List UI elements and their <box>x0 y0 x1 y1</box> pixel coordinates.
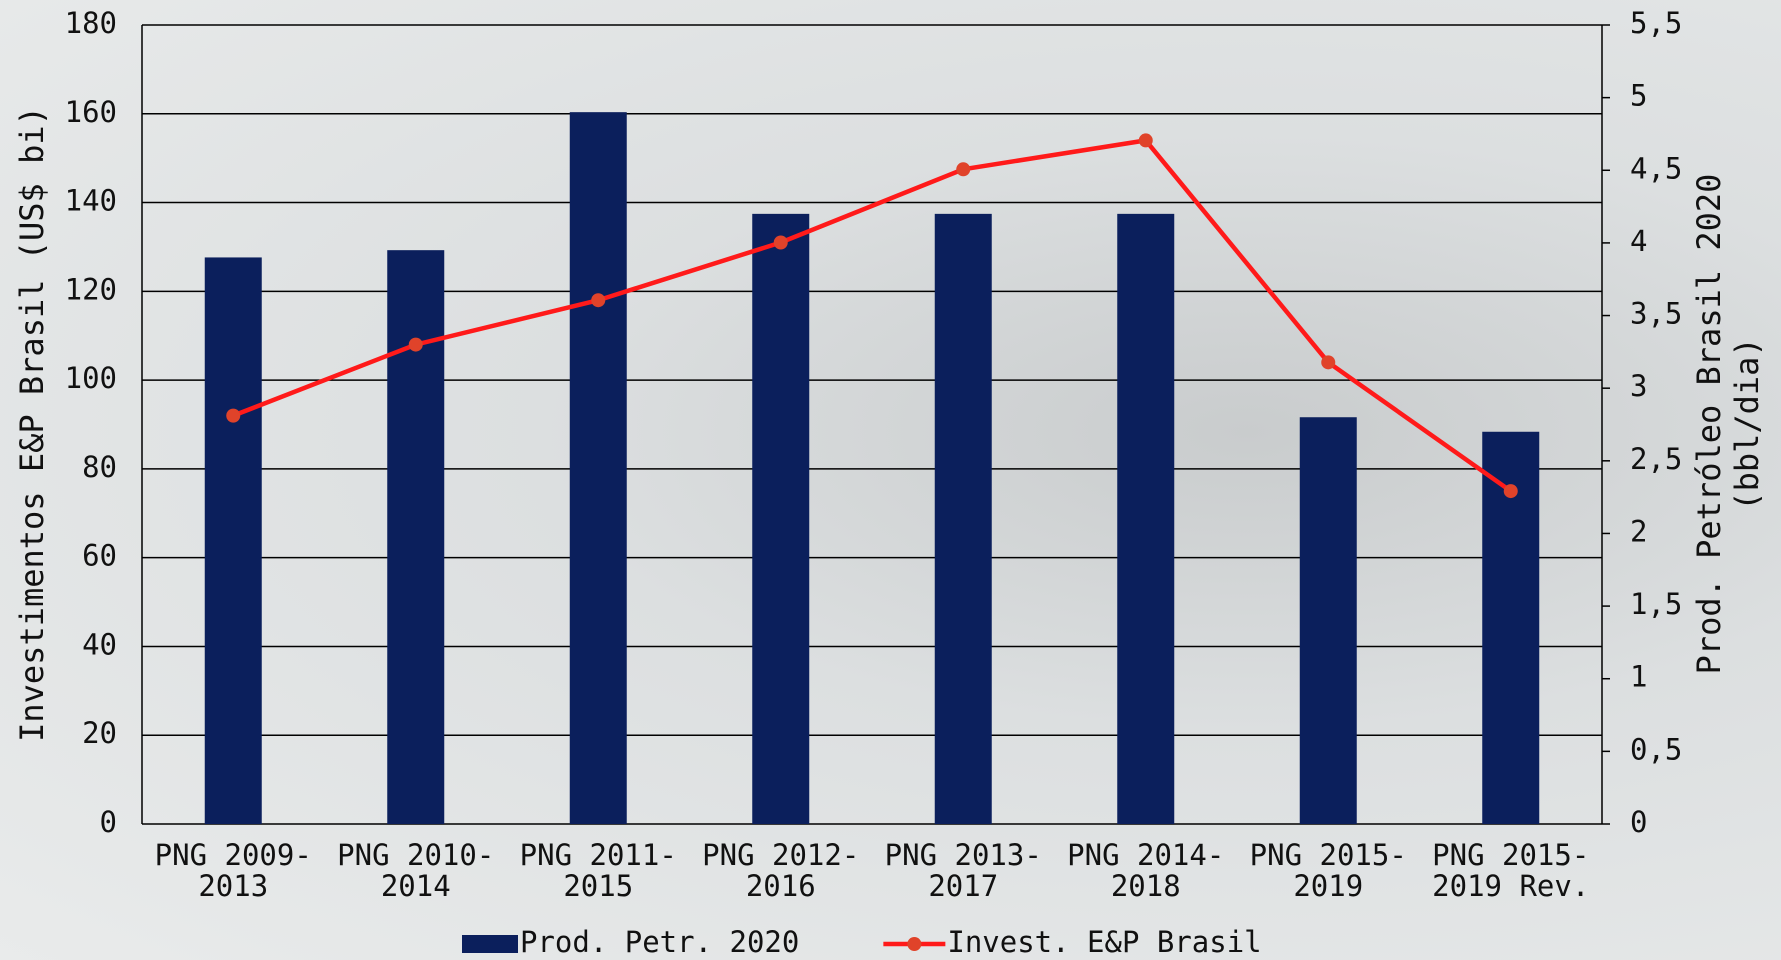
x-tick-label: PNG 2011-2015 <box>520 838 677 903</box>
chart: Investimentos E&P Brasil (US$ bi) Prod. … <box>0 0 1781 960</box>
y-tick-label: 100 <box>65 361 117 395</box>
y2-tick-label: 3 <box>1630 369 1647 403</box>
y-tick-label: 140 <box>65 184 117 218</box>
legend-marker <box>907 937 921 951</box>
bar <box>387 250 444 824</box>
bar <box>935 214 992 824</box>
y2-tick-label: 5 <box>1630 79 1647 113</box>
y-tick-label: 60 <box>82 539 117 573</box>
y-tick-label: 0 <box>100 805 117 839</box>
y2-tick-label: 0 <box>1630 805 1647 839</box>
x-tick-label: PNG 2013-2017 <box>885 838 1042 903</box>
line-marker <box>591 293 605 307</box>
y2-tick-label: 3,5 <box>1630 297 1682 331</box>
line-marker <box>1139 133 1153 147</box>
y2-tick-label: 0,5 <box>1630 732 1682 766</box>
bar <box>1300 417 1357 824</box>
y2-tick-label: 1,5 <box>1630 587 1682 621</box>
line-marker <box>1504 484 1518 498</box>
bar <box>752 214 809 824</box>
x-tick-label: PNG 2015-2019 Rev. <box>1432 838 1589 903</box>
y-axis-title: Investimentos E&P Brasil (US$ bi) <box>13 106 51 742</box>
legend-label: Invest. E&P Brasil <box>947 925 1261 959</box>
bar <box>205 257 262 824</box>
y-tick-label: 120 <box>65 272 117 306</box>
x-tick-label: PNG 2010-2014 <box>337 838 494 903</box>
x-tick-label: PNG 2015-2019 <box>1250 838 1407 903</box>
x-tick-label: PNG 2009-2013 <box>155 838 312 903</box>
y2-tick-label: 2,5 <box>1630 442 1682 476</box>
y-tick-label: 180 <box>65 6 117 40</box>
legend-label: Prod. Petr. 2020 <box>520 925 799 959</box>
line-marker <box>1321 355 1335 369</box>
y2-axis-title: Prod. Petróleo Brasil 2020(bbl/dia) <box>1690 174 1766 675</box>
legend-swatch <box>462 935 518 953</box>
line-marker <box>409 338 423 352</box>
line-marker <box>774 236 788 250</box>
bar <box>1117 214 1174 824</box>
line-marker <box>226 409 240 423</box>
y-tick-label: 40 <box>82 627 117 661</box>
x-tick-label: PNG 2014-2018 <box>1067 838 1224 903</box>
y2-tick-label: 2 <box>1630 514 1647 548</box>
line-marker <box>956 162 970 176</box>
bar <box>570 112 627 824</box>
y2-tick-label: 5,5 <box>1630 6 1682 40</box>
y2-tick-label: 1 <box>1630 660 1647 694</box>
y-tick-label: 160 <box>65 95 117 129</box>
y-tick-label: 80 <box>82 450 117 484</box>
y2-tick-label: 4,5 <box>1630 151 1682 185</box>
y2-tick-label: 4 <box>1630 224 1647 258</box>
y-tick-label: 20 <box>82 716 117 750</box>
x-tick-label: PNG 2012-2016 <box>702 838 859 903</box>
